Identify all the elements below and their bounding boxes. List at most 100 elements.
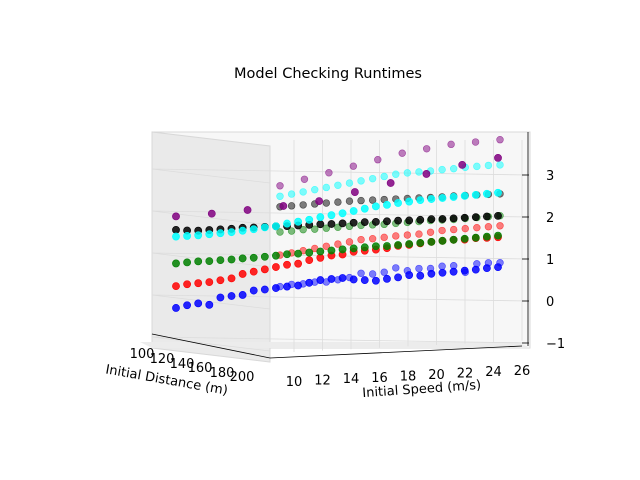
scatter-point — [473, 162, 481, 171]
scatter-point — [394, 241, 402, 249]
scatter-point — [447, 140, 455, 149]
scatter-point — [322, 183, 331, 192]
scatter-point — [205, 278, 214, 287]
scatter-point — [415, 230, 423, 238]
y-tick-label: 180 — [210, 366, 235, 381]
scatter-point — [338, 274, 347, 282]
scatter-point — [172, 232, 180, 241]
scatter-point — [494, 153, 502, 162]
scatter-point — [299, 201, 307, 209]
scatter-point — [438, 194, 447, 202]
scatter-point — [405, 216, 414, 225]
scatter-point — [299, 225, 307, 234]
scatter-point — [283, 282, 291, 291]
scatter-point — [311, 185, 319, 194]
x-tick-label: 16 — [371, 371, 388, 386]
z-tick-label: 2 — [546, 211, 554, 226]
scatter-point — [305, 215, 314, 224]
scatter-point — [371, 202, 380, 211]
scatter-point — [494, 211, 502, 220]
z-grid-line-left — [151, 168, 271, 184]
scatter-point — [276, 228, 284, 236]
z-tick-label: −1 — [546, 337, 565, 352]
scatter-point — [460, 192, 469, 200]
scatter-point — [438, 236, 447, 245]
y-tick-label: 160 — [188, 361, 213, 376]
y-axis-line — [151, 333, 271, 359]
scatter-point — [238, 270, 247, 278]
scatter-point — [380, 233, 388, 242]
scatter-point — [392, 232, 400, 240]
scatter-point — [427, 237, 436, 246]
x-tick-label: 12 — [314, 374, 331, 389]
scatter-point — [427, 215, 436, 224]
x-tick-label: 22 — [457, 367, 474, 382]
scatter-point — [484, 223, 493, 231]
scatter-point — [305, 248, 314, 257]
scatter-point — [316, 213, 325, 221]
scatter-point — [403, 231, 412, 239]
x-tick-label: 20 — [428, 368, 445, 383]
axis-panes — [140, 131, 531, 363]
scatter-point — [260, 223, 269, 232]
scatter-point — [449, 267, 458, 276]
scatter-point — [305, 278, 314, 287]
scatter-point — [238, 226, 247, 235]
scatter-point — [294, 259, 303, 268]
scatter-point — [249, 286, 258, 295]
scatter-point — [371, 242, 380, 251]
scatter-point — [272, 263, 280, 271]
scatter-point — [460, 213, 469, 222]
scatter-point — [496, 161, 504, 169]
scatter-point — [272, 222, 280, 231]
scatter-point — [360, 204, 369, 213]
scatter-point — [183, 301, 192, 310]
y-tick-label: 200 — [230, 370, 255, 385]
scatter-point — [276, 182, 284, 190]
scatter-point — [172, 212, 180, 221]
scatter-point — [460, 266, 469, 275]
scatter-point — [260, 252, 269, 261]
scatter-point — [316, 247, 325, 256]
scatter-point — [416, 196, 425, 204]
scatter-point — [183, 232, 192, 240]
scatter-point — [394, 273, 402, 282]
scatter-point — [386, 179, 395, 187]
scatter-point — [327, 220, 336, 228]
scatter-point — [349, 207, 358, 215]
scatter-point — [216, 276, 225, 285]
scatter-point — [338, 209, 347, 218]
scatter-point — [227, 292, 236, 300]
scatter-point — [349, 244, 358, 253]
scatter-point — [172, 304, 180, 312]
x-tick-label: 26 — [514, 364, 531, 379]
scatter-point — [216, 229, 225, 238]
scatter-point — [438, 262, 446, 270]
scatter-points — [172, 136, 504, 312]
scatter-point — [360, 218, 369, 227]
scatter-point — [392, 264, 400, 272]
z-tick-label: 0 — [546, 295, 554, 310]
scatter-point — [327, 275, 336, 283]
scatter-point — [260, 265, 269, 274]
scatter-point — [315, 197, 324, 206]
scatter-point — [494, 263, 502, 271]
scatter-point — [238, 254, 247, 263]
left-pane — [151, 131, 271, 363]
scatter-point — [383, 201, 391, 209]
x-tick-label: 14 — [343, 372, 360, 387]
scatter-point — [496, 136, 504, 144]
scatter-point — [299, 188, 307, 196]
scatter-point — [482, 189, 491, 198]
scatter-point — [350, 188, 359, 196]
scatter-point — [216, 293, 225, 302]
x-tick-label: 10 — [286, 375, 303, 390]
scatter-point — [279, 202, 288, 210]
scatter-point — [294, 249, 303, 258]
scatter-point — [276, 192, 284, 201]
scatter-point — [415, 264, 423, 273]
scatter-point — [357, 235, 365, 244]
scatter-point — [426, 228, 435, 237]
